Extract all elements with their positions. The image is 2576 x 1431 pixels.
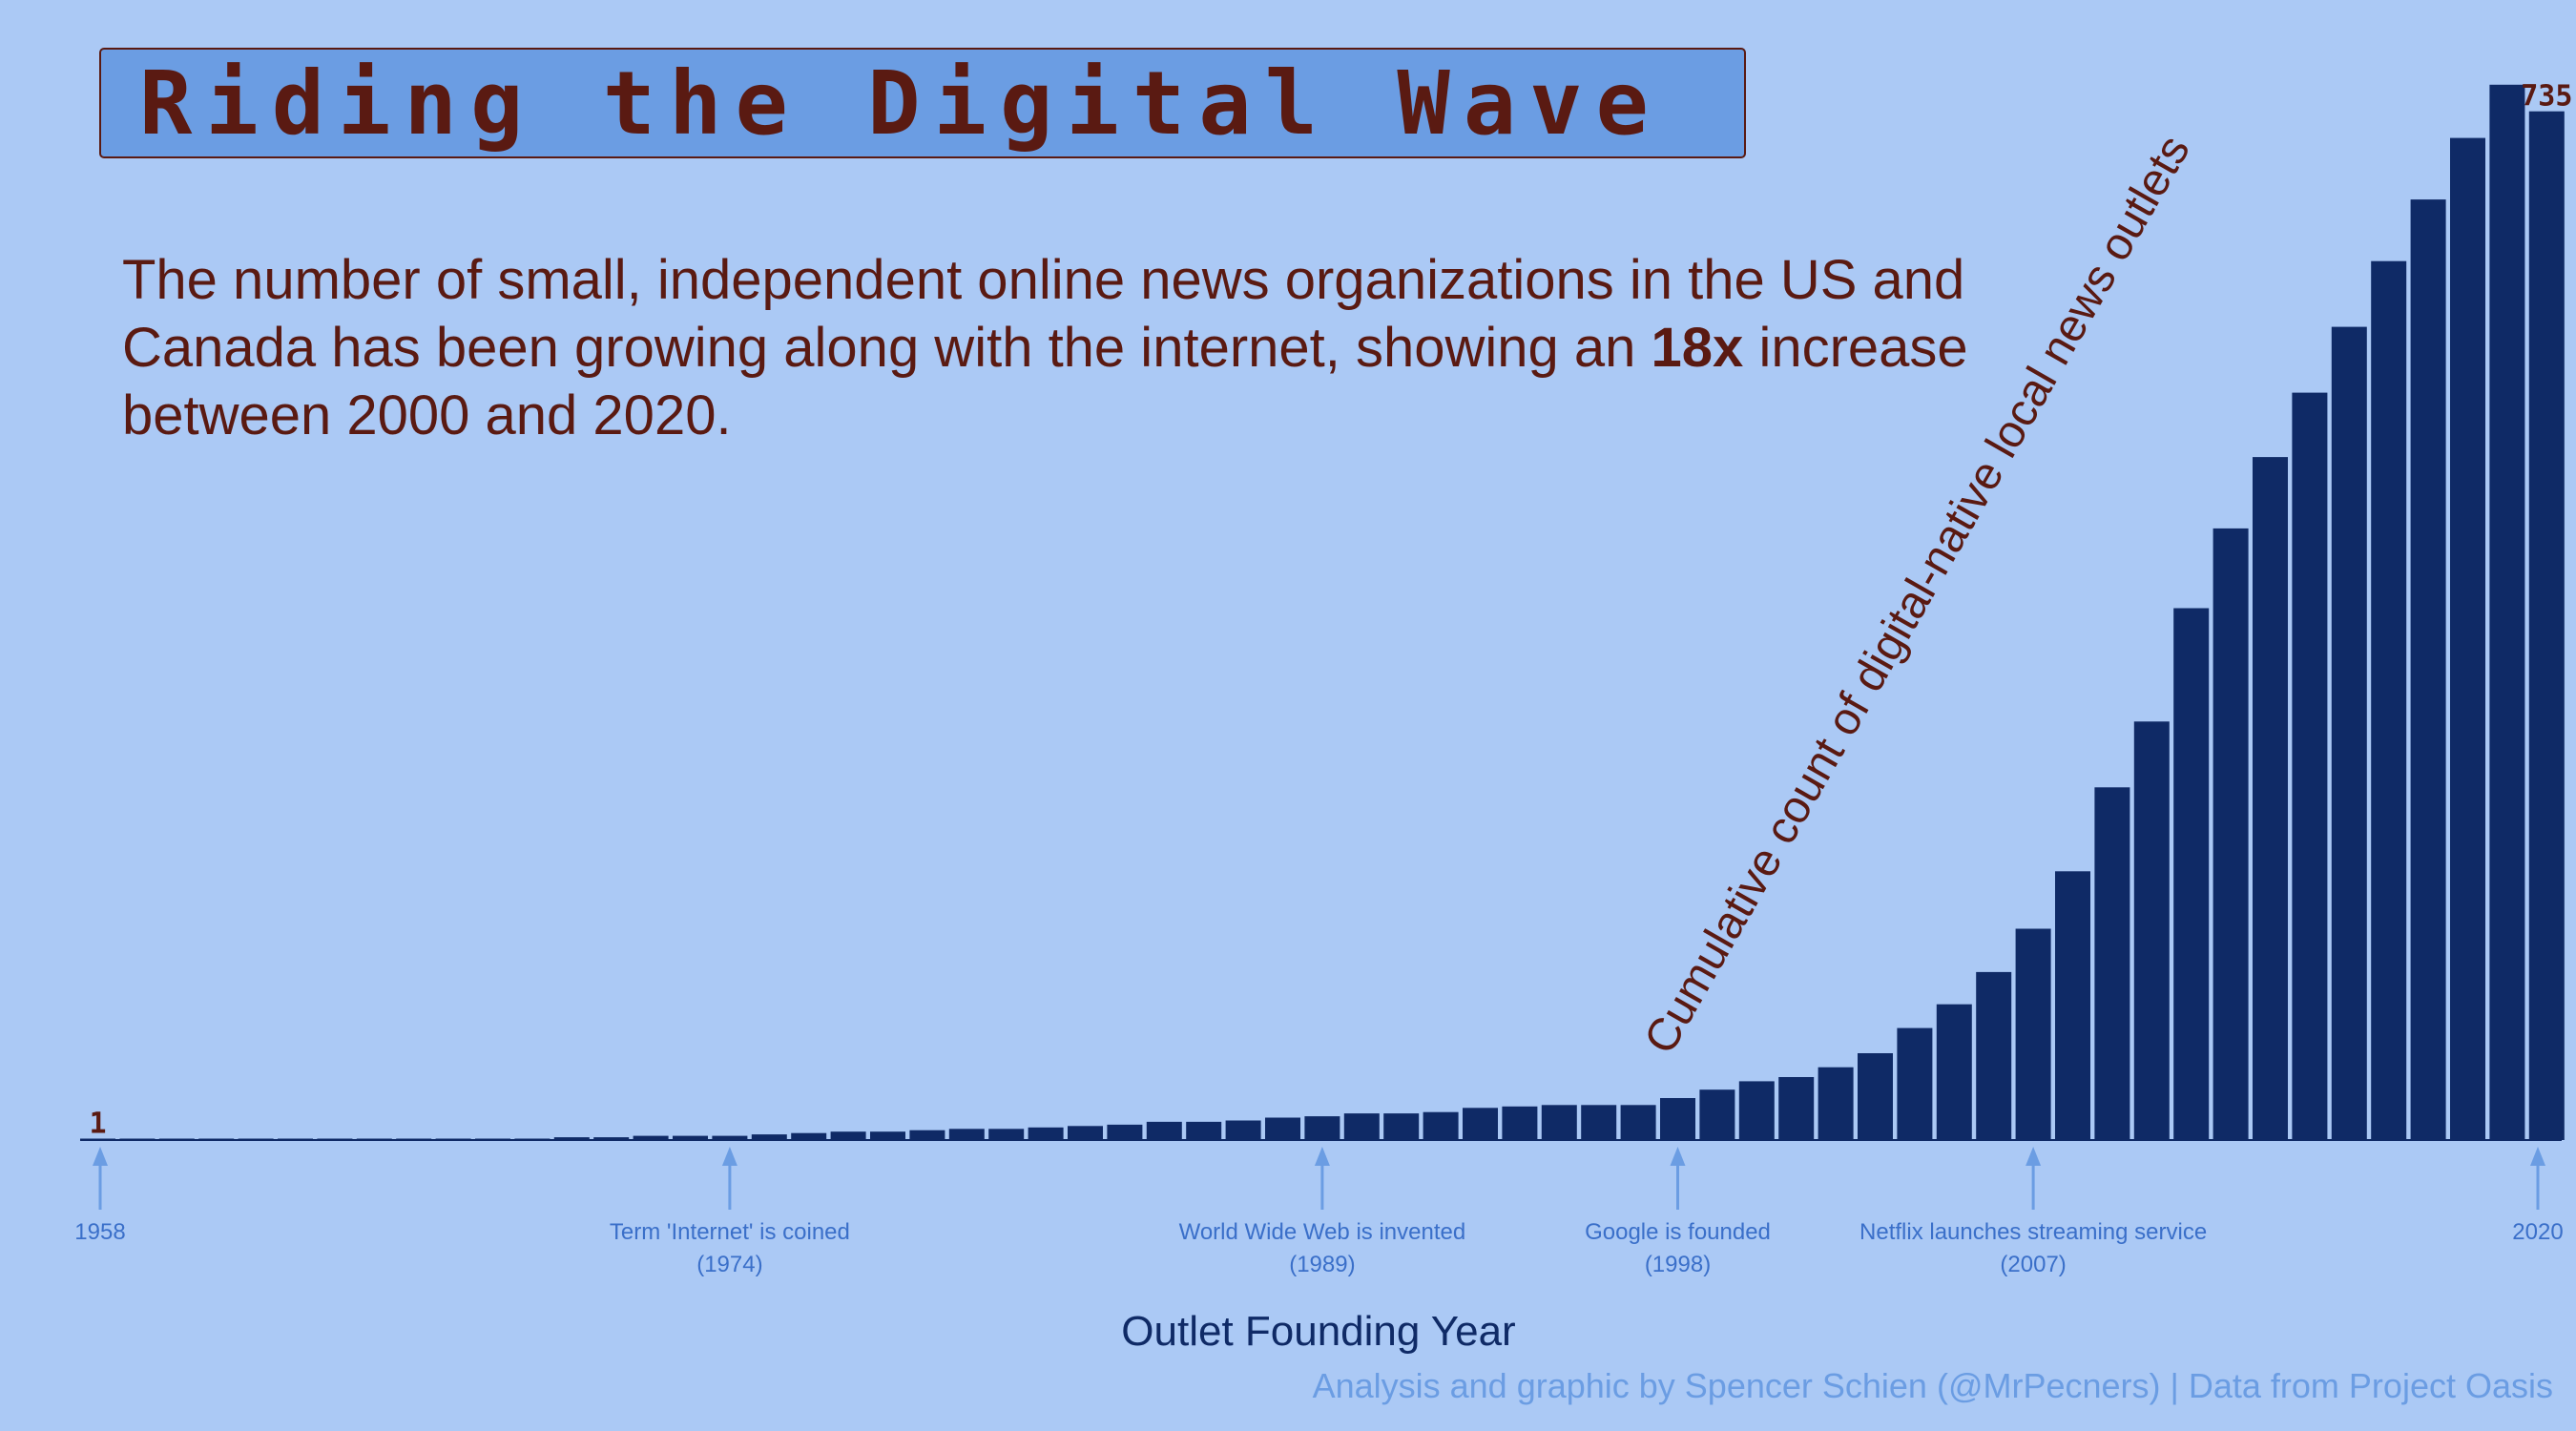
bar-2013	[2253, 457, 2288, 1141]
event-label-2020: 2020	[2512, 1219, 2563, 1245]
event-label-1989: World Wide Web is invented	[1179, 1219, 1466, 1245]
event-year-2007: (2007)	[2000, 1252, 2066, 1277]
bar-1993	[1463, 1108, 1498, 1140]
event-label-1998: Google is founded	[1585, 1219, 1771, 1245]
event-annotations: 1958 Term 'Internet' is coined (1974) World…	[74, 1147, 2564, 1277]
bar-1994	[1502, 1106, 1538, 1140]
bar-2009	[2094, 787, 2130, 1140]
x-axis-label: Outlet Founding Year	[1121, 1308, 1515, 1355]
bar-2020	[2528, 111, 2565, 1141]
bar-1959	[119, 1138, 156, 1141]
bar-1964	[317, 1138, 353, 1141]
bar-2017	[2410, 199, 2446, 1141]
subtitle-text: The number of small, independent online …	[122, 249, 1965, 379]
bar-2004	[1897, 1027, 1933, 1140]
chart-subtitle: The number of small, independent online …	[122, 246, 2126, 449]
subtitle-text-end: increase between 2000 and 2020.	[122, 317, 1968, 446]
bar-1992	[1423, 1111, 1459, 1140]
bar-1996	[1581, 1105, 1617, 1140]
event-label-1958: 1958	[74, 1219, 125, 1245]
bar-2003	[1858, 1053, 1893, 1140]
bar-2007	[2015, 928, 2051, 1140]
bar-1984	[1107, 1124, 1143, 1140]
event-arrowhead-1989	[1314, 1147, 1330, 1166]
chart-title: Riding the Digital Wave	[139, 52, 1662, 155]
bar-2000	[1738, 1081, 1775, 1140]
bar-1973	[673, 1135, 708, 1140]
event-arrowhead-1974	[721, 1147, 737, 1166]
event-year-1998: (1998)	[1645, 1252, 1711, 1277]
bar-2019	[2489, 84, 2525, 1140]
bar-1962	[238, 1138, 274, 1141]
event-label-2007: Netflix launches streaming service	[1859, 1219, 2207, 1245]
bar-1975	[751, 1134, 787, 1140]
bar-1968	[475, 1138, 510, 1141]
title-banner: Riding the Digital Wave	[99, 48, 1746, 158]
bar-1982	[1028, 1127, 1064, 1140]
credit-line: Analysis and graphic by Spencer Schien (…	[1312, 1366, 2553, 1405]
bar-1967	[435, 1138, 471, 1141]
bar-1991	[1383, 1113, 1420, 1140]
value-label-1958: 1	[89, 1108, 106, 1141]
bar-1971	[593, 1137, 630, 1140]
bar-1997	[1620, 1105, 1656, 1140]
bar-1998	[1660, 1098, 1695, 1140]
event-arrowhead-1998	[1670, 1147, 1686, 1166]
bar-1965	[356, 1138, 392, 1141]
bar-1986	[1186, 1121, 1222, 1140]
bar-2014	[2292, 392, 2328, 1141]
bar-1987	[1225, 1120, 1261, 1140]
event-label-1974: Term 'Internet' is coined	[610, 1219, 850, 1245]
bar-1969	[514, 1138, 551, 1141]
bar-2001	[1778, 1077, 1815, 1140]
bar-1972	[633, 1135, 669, 1140]
bar-2018	[2450, 137, 2485, 1141]
bar-1978	[870, 1131, 905, 1140]
bar-2012	[2212, 528, 2249, 1140]
event-year-1989: (1989)	[1289, 1252, 1355, 1277]
event-arrowhead-2007	[2025, 1147, 2042, 1166]
bar-1981	[988, 1129, 1025, 1140]
bar-1963	[278, 1138, 313, 1141]
event-year-1974: (1974)	[696, 1252, 762, 1277]
bar-1966	[396, 1138, 432, 1141]
event-arrowhead-1958	[93, 1147, 108, 1166]
bar-1961	[198, 1138, 235, 1141]
bar-1988	[1265, 1117, 1300, 1140]
bar-2008	[2055, 871, 2090, 1140]
subtitle-emphasis: 18x	[1651, 317, 1744, 379]
bar-2011	[2173, 608, 2210, 1140]
bar-2005	[1936, 1004, 1972, 1140]
bar-1970	[553, 1137, 590, 1140]
bar-1974	[712, 1135, 748, 1140]
bar-1980	[948, 1129, 985, 1140]
bar-2010	[2133, 721, 2170, 1140]
value-label-2020: 735	[2521, 80, 2572, 114]
bar-2016	[2371, 260, 2407, 1140]
bar-2002	[1818, 1067, 1854, 1140]
bars	[80, 84, 2565, 1141]
bar-2015	[2331, 326, 2367, 1141]
bar-1990	[1343, 1113, 1380, 1140]
bar-1976	[791, 1132, 827, 1140]
bar-1985	[1146, 1121, 1182, 1140]
bar-1989	[1304, 1116, 1340, 1140]
bar-1999	[1699, 1089, 1735, 1140]
event-arrowhead-2020	[2530, 1147, 2545, 1166]
bar-1979	[909, 1130, 945, 1140]
bar-2006	[1976, 971, 2012, 1140]
bar-1958	[80, 1138, 115, 1141]
bar-1977	[830, 1131, 866, 1140]
bar-1995	[1541, 1105, 1577, 1140]
bar-1983	[1068, 1126, 1103, 1140]
bar-1960	[158, 1138, 195, 1141]
